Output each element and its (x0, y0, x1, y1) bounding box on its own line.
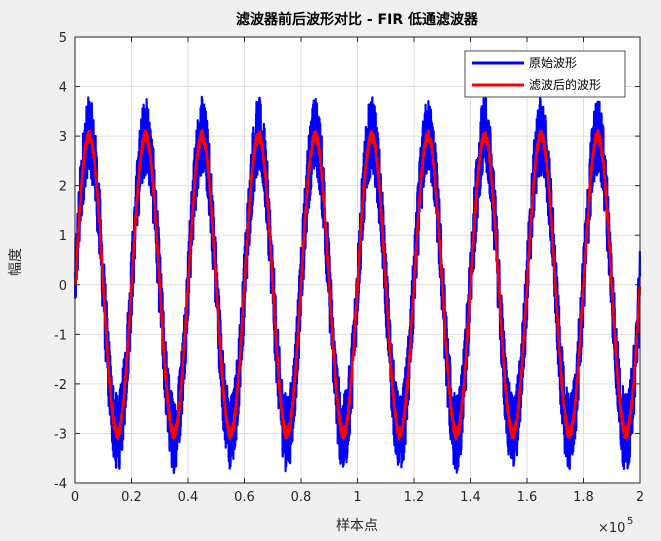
chart-title: 滤波器前后波形对比 - FIR 低通滤波器 (236, 11, 479, 28)
series-line-filtered (73, 129, 642, 441)
x-axis-label: 样本点 (336, 518, 378, 534)
x-tick-label: 1.4 (460, 490, 481, 505)
legend: 原始波形 滤波后的波形 (464, 50, 626, 98)
y-tick-label: 3 (59, 130, 67, 145)
x-tick-label: 0 (71, 490, 79, 505)
series-layer (73, 95, 642, 475)
x-exponent: ×10 5 (598, 516, 633, 536)
x-exponent-base: ×10 (598, 521, 625, 536)
x-tick-label: 0.8 (291, 490, 312, 505)
x-tick-label: 1.6 (517, 490, 538, 505)
x-tick-label: 1.8 (573, 490, 594, 505)
legend-label-original: 原始波形 (529, 56, 577, 70)
y-tick-label: -2 (54, 378, 67, 393)
y-tick-label: 5 (59, 31, 67, 46)
x-exponent-power: 5 (627, 516, 633, 527)
legend-label-filtered: 滤波后的波形 (529, 77, 601, 92)
y-tick-label: -4 (54, 477, 67, 492)
legend-box (464, 50, 626, 98)
x-tick-label: 0.4 (178, 490, 199, 505)
y-tick-label: 2 (59, 180, 67, 195)
x-tick-label: 1 (353, 490, 361, 505)
y-tick-label: -1 (54, 328, 67, 343)
y-tick-label: 4 (59, 81, 67, 96)
x-tick-label: 0.6 (234, 490, 255, 505)
x-tick-label: 2 (636, 490, 644, 505)
tick-layer: 0 0.2 0.4 0.6 0.8 1 1.2 1.4 1.6 1.8 2 5 4 3 2 1 0 -1 -2 -3 -… (54, 31, 644, 505)
y-tick-label: -3 (54, 427, 67, 442)
x-tick-label: 0.2 (121, 490, 142, 505)
x-tick-label: 1.2 (404, 490, 425, 505)
y-tick-label: 1 (59, 229, 67, 244)
y-axis-label: 幅度 (8, 248, 24, 276)
y-tick-label: 0 (59, 279, 67, 294)
